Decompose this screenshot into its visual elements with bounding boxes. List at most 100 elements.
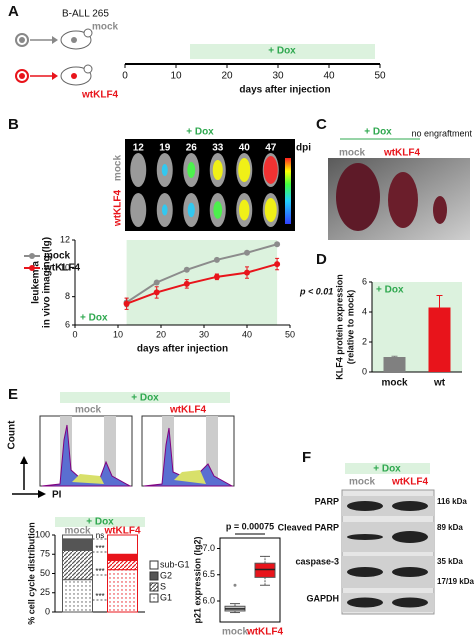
y-tick-label: 100 (35, 529, 50, 539)
y-axis-label: KLF4 protein expression (334, 274, 344, 380)
band (392, 597, 428, 608)
mock-label: mock (349, 477, 376, 488)
dox-label: + Dox (268, 46, 296, 57)
panel-letter: F (302, 449, 311, 466)
legend-swatch (149, 560, 159, 570)
bar-segment (62, 549, 93, 581)
error-bar (436, 295, 443, 320)
spleens (336, 163, 447, 231)
control-label: no engraftment (411, 128, 472, 138)
signal (187, 162, 196, 178)
point (123, 300, 130, 307)
cell-line: B-ALL 265 (62, 9, 109, 20)
dox-label: + Dox (86, 517, 114, 528)
y-tick-label: 0 (362, 366, 367, 376)
band (347, 501, 383, 511)
band (392, 531, 428, 543)
bar-segment (107, 534, 138, 555)
day-label: 47 (265, 143, 277, 154)
y-tick-label: 6 (362, 276, 367, 286)
panel-letter: C (316, 116, 327, 133)
dox-label: + Dox (131, 393, 159, 404)
x-tick-label: 40 (242, 329, 252, 339)
y-axis-label: (relative to mock) (345, 290, 355, 365)
mouse-icons (15, 28, 93, 86)
x-tick-label: 10 (113, 329, 123, 339)
timeline-tick-label: 10 (170, 71, 182, 82)
band-size: 89 kDa (437, 523, 463, 532)
dox-band (345, 463, 430, 474)
timeline-tick-label: 40 (323, 71, 335, 82)
point (244, 249, 250, 256)
y-tick-label: 8 (65, 291, 70, 301)
band-label: Cleaved PARP (278, 522, 339, 532)
signal (161, 164, 168, 176)
x-tick-label: 30 (199, 329, 209, 339)
band-size: 35 kDa (437, 557, 463, 566)
day-label: 33 (212, 143, 224, 154)
significance: ns (96, 531, 104, 540)
y-tick-label: 6.0 (202, 595, 215, 605)
flow-histograms (12, 415, 235, 498)
series-line (126, 243, 278, 304)
band (392, 567, 428, 577)
signal (213, 201, 223, 219)
y-tick-label: 50 (40, 568, 50, 578)
significance: *** (95, 592, 104, 601)
category-label: mock (64, 526, 91, 537)
category-label: wtKLF4 (103, 526, 141, 537)
color-bar (285, 158, 291, 224)
plot-frame (219, 537, 281, 623)
dox-label: + Dox (376, 285, 404, 296)
y-tick-label: 10 (60, 263, 70, 273)
band (347, 597, 383, 608)
band-size: 116 kDa (437, 497, 467, 506)
bar-segment (62, 534, 93, 540)
p-value: p = 0.00075 (226, 521, 274, 531)
point (153, 289, 160, 296)
x-tick-label: 20 (156, 329, 166, 339)
y-tick-label: 12 (60, 234, 70, 244)
signal (161, 204, 168, 216)
legend-swatch (29, 265, 35, 271)
band-label: caspase-3 (295, 556, 339, 566)
legend-label: sub-G1 (160, 559, 190, 569)
y-axis-label: in vivo imaging (lg) (42, 237, 53, 328)
wtklf4-label: wtKLF4 (391, 477, 429, 488)
timeline-tick-label: 30 (272, 71, 284, 82)
panel-letter: D (316, 251, 327, 268)
bar-segment (62, 579, 93, 613)
y-tick-label: 25 (40, 587, 50, 597)
point (183, 280, 190, 287)
bar (383, 357, 406, 372)
point (213, 256, 220, 263)
signal (264, 198, 277, 222)
x-tick-label: wt (433, 378, 446, 389)
y-axis-label: p21 expression (lg2) (192, 536, 202, 623)
wtklf4-label: wtKLF4 (169, 405, 207, 416)
x-tick-label: mock (222, 627, 249, 638)
dox-label: + Dox (373, 464, 401, 475)
significance: *** (95, 567, 104, 576)
series-line (126, 263, 278, 305)
x-tick-label: 50 (285, 329, 295, 339)
x-tick-label: wtKLF4 (246, 627, 284, 638)
signal (212, 160, 223, 180)
point (153, 279, 160, 286)
dox-label: + Dox (364, 127, 392, 138)
mouse-image (130, 193, 147, 227)
row-label: wtKLF4 (113, 190, 124, 228)
bar (428, 307, 451, 372)
band (347, 534, 383, 540)
point (244, 269, 250, 276)
timeline-tick-label: 50 (374, 71, 386, 82)
y-axis-label: % cell cycle distribution (26, 522, 36, 625)
day-label: 26 (186, 143, 198, 154)
dox-band (55, 517, 145, 527)
dox-band (60, 392, 230, 403)
significance: *** (95, 544, 104, 553)
y-tick-label: 0 (45, 606, 50, 616)
box (254, 562, 276, 578)
dox-label: + Dox (80, 313, 108, 324)
point (274, 241, 281, 248)
